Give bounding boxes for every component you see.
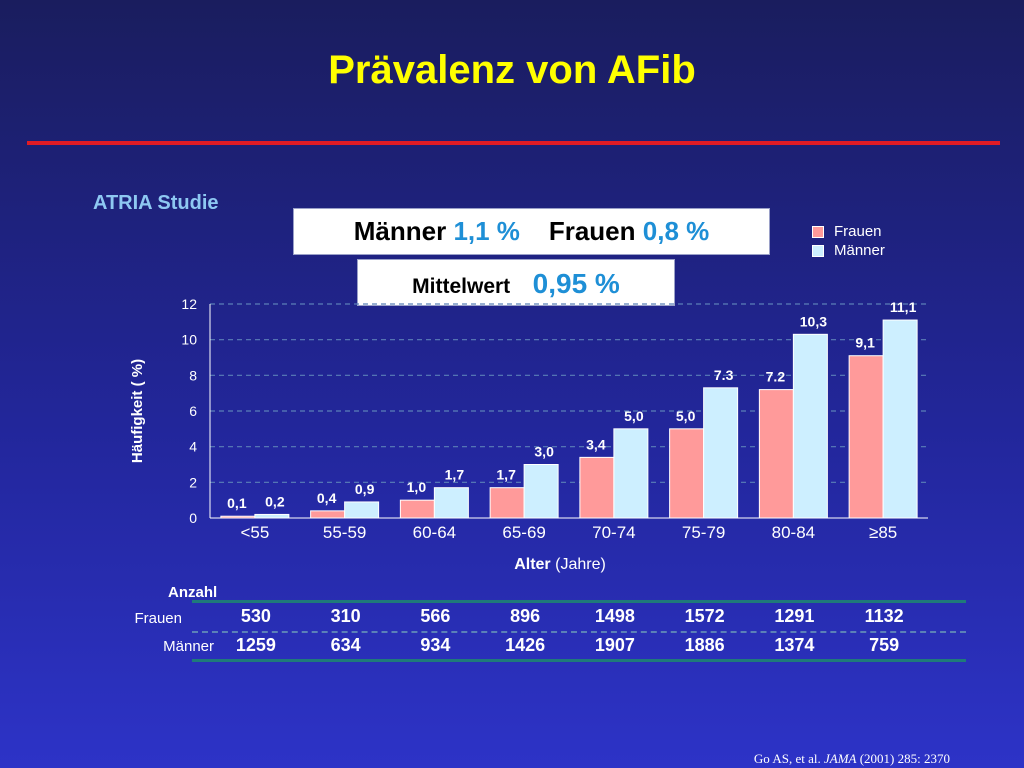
table-cell: 1132	[864, 606, 904, 626]
table-cell: 759	[869, 635, 900, 655]
frauen-bar	[758, 389, 794, 519]
table-cell: 634	[330, 635, 361, 655]
x-tick-label: ≥85	[869, 523, 897, 542]
frauen-bar	[579, 456, 615, 519]
mean-box: Mittelwert 0,95 %	[357, 259, 675, 306]
frauen-bar	[848, 355, 884, 519]
data-label: 0,4	[317, 490, 337, 506]
frauen-bar	[489, 487, 525, 519]
data-label: 5,0	[676, 408, 696, 424]
table-cell: 1426	[505, 635, 546, 655]
table-cell: 1572	[684, 606, 725, 626]
frauen-bar	[310, 510, 346, 519]
table-cell: 530	[240, 606, 271, 626]
y-tick-label: 6	[189, 403, 197, 419]
slide-title: Prävalenz von AFib	[328, 48, 696, 92]
data-label: 3,0	[534, 444, 554, 460]
summary-box: Männer 1,1 % Frauen 0,8 %	[293, 208, 770, 255]
table-cell: 1907	[594, 635, 635, 655]
table-cell: 310	[330, 606, 361, 626]
mean-value: 0,95 %	[532, 268, 620, 299]
row-label-maenner: Männer	[163, 638, 214, 655]
data-label: 7.2	[766, 369, 786, 385]
women-label: Frauen	[548, 216, 636, 246]
maenner-swatch	[812, 244, 824, 257]
y-tick-label: 12	[181, 296, 197, 312]
legend-item-frauen: Frauen	[812, 222, 885, 241]
data-label: 0,1	[227, 495, 247, 511]
frauen-bar	[399, 499, 435, 519]
maenner-bar	[792, 333, 828, 519]
y-tick-label: 10	[181, 332, 197, 348]
legend-item-maenner: Männer	[812, 241, 885, 260]
maenner-bar	[703, 387, 739, 519]
data-label: 10,3	[800, 313, 827, 329]
chart-legend: Frauen Männer	[812, 222, 885, 260]
x-tick-label: 70-74	[592, 523, 635, 542]
men-label: Männer	[353, 216, 447, 246]
x-tick-label: 65-69	[502, 523, 545, 542]
data-label: 0,9	[355, 481, 375, 497]
y-tick-label: 4	[189, 439, 197, 455]
legend-label-frauen: Frauen	[834, 223, 882, 240]
maenner-bar	[344, 501, 380, 519]
table-cell: 1886	[684, 635, 725, 655]
citation-journal: JAMA	[823, 751, 857, 766]
x-tick-label: 60-64	[413, 523, 456, 542]
x-tick-label: <55	[240, 523, 269, 542]
y-axis-title: Häufigkeit ( %)	[129, 359, 146, 463]
x-tick-label: 75-79	[682, 523, 725, 542]
data-label: 1,7	[445, 467, 465, 483]
mean-label: Mittelwert	[412, 275, 511, 298]
data-label: 7.3	[714, 367, 734, 383]
maenner-bar	[254, 513, 290, 519]
data-label: 5,0	[624, 408, 644, 424]
x-tick-label: 80-84	[772, 523, 815, 542]
data-label: 11,1	[890, 299, 917, 315]
citation-authors: Go AS, et al.	[753, 751, 821, 766]
y-tick-label: 0	[189, 510, 197, 526]
y-tick-label: 2	[189, 474, 197, 490]
table-cell: 1374	[774, 635, 815, 655]
women-value: 0,8 %	[642, 216, 710, 246]
maenner-bar	[433, 487, 469, 519]
data-label: 3,4	[586, 436, 606, 452]
x-tick-label: 55-59	[323, 523, 366, 542]
maenner-bar	[882, 319, 918, 519]
table-cell: 1259	[235, 635, 276, 655]
x-axis-title-unit: (Jahre)	[555, 556, 606, 573]
data-label: 1,0	[407, 479, 427, 495]
table-cell: 1291	[774, 606, 815, 626]
table-row-divider	[192, 631, 966, 633]
table-top-rule	[192, 600, 966, 603]
maenner-bar	[523, 464, 559, 519]
x-axis-title: Alter (Jahre)	[440, 556, 680, 574]
table-cell: 934	[420, 635, 451, 655]
x-axis-title-bold: Alter	[514, 556, 551, 573]
table-bottom-rule	[192, 659, 966, 662]
data-label: 0,2	[265, 493, 285, 509]
men-value: 1,1 %	[453, 216, 520, 246]
citation: Go AS, et al. JAMA (2001) 285: 2370	[754, 751, 950, 767]
study-label: ATRIA Studie	[93, 192, 219, 214]
citation-details: (2001) 285: 2370	[859, 751, 950, 766]
y-tick-label: 8	[189, 367, 197, 383]
frauen-swatch	[812, 225, 824, 238]
row-label-frauen: Frauen	[134, 610, 182, 627]
table-cell: 896	[510, 606, 541, 626]
data-label: 9,1	[855, 335, 875, 351]
title-underline	[27, 141, 1000, 145]
legend-label-maenner: Männer	[834, 242, 885, 259]
table-cell: 566	[420, 606, 451, 626]
frauen-bar	[669, 428, 705, 519]
counts-heading: Anzahl	[168, 584, 218, 601]
table-cell: 1498	[594, 606, 635, 626]
data-label: 1,7	[496, 467, 516, 483]
maenner-bar	[613, 428, 649, 519]
frauen-bar	[220, 515, 256, 519]
